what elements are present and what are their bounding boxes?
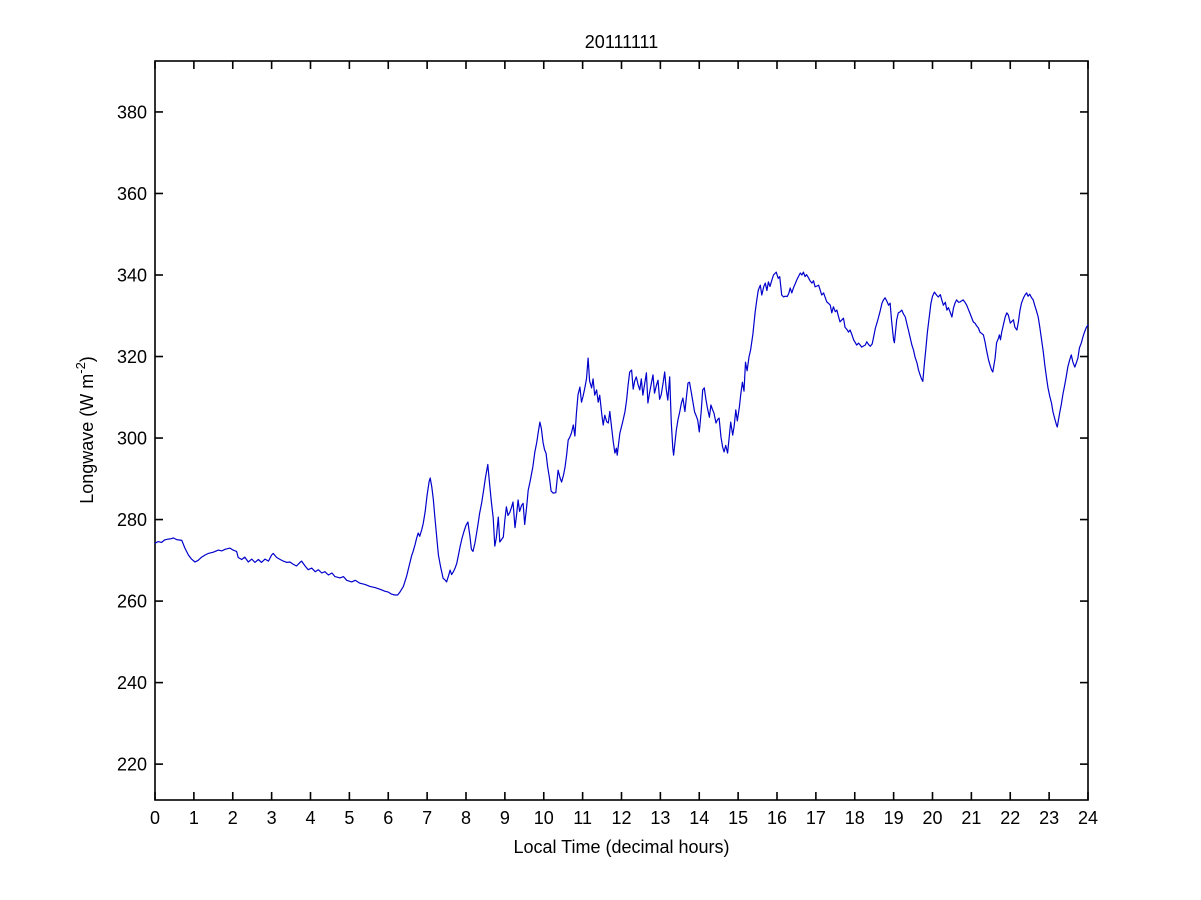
y-tick-label: 360 [117,184,147,204]
x-tick-label: 9 [500,808,510,828]
x-tick-label: 4 [305,808,315,828]
y-axis-ticks [155,111,1088,765]
x-tick-label: 1 [189,808,199,828]
y-tick-label: 240 [117,673,147,693]
y-tick-label: 380 [117,102,147,122]
x-tick-label: 13 [650,808,670,828]
chart-title: 20111111 [585,32,658,52]
x-axis-label: Local Time (decimal hours) [513,837,729,857]
x-tick-label: 16 [767,808,787,828]
x-tick-label: 0 [150,808,160,828]
x-tick-label: 8 [461,808,471,828]
y-tick-label: 280 [117,510,147,530]
x-tick-label: 14 [689,808,709,828]
y-axis-tick-labels: 220 240 260 280 300 320 340 360 380 [117,102,147,774]
x-tick-label: 23 [1039,808,1059,828]
y-tick-label: 320 [117,347,147,367]
y-tick-label: 300 [117,429,147,449]
x-axis-tick-labels: 0 1 2 3 4 5 6 7 8 9 10 11 12 13 14 15 16 17 18 19 20 21 22 23 24 [150,808,1098,828]
x-tick-label: 17 [806,808,826,828]
x-tick-label: 6 [383,808,393,828]
x-axis-ticks [154,61,1089,800]
x-tick-label: 19 [884,808,904,828]
x-tick-label: 15 [728,808,748,828]
x-tick-label: 3 [267,808,277,828]
x-tick-label: 12 [611,808,631,828]
x-tick-label: 24 [1078,808,1098,828]
y-tick-label: 260 [117,592,147,612]
x-tick-label: 11 [573,808,592,828]
plot-box [154,60,1089,801]
y-axis-label: Longwave (W m-2) [73,356,97,504]
x-tick-label: 2 [228,808,238,828]
x-tick-label: 10 [534,808,554,828]
x-tick-label: 7 [422,808,432,828]
x-tick-label: 20 [922,808,942,828]
y-tick-label: 220 [117,755,147,775]
x-tick-label: 22 [1000,808,1020,828]
x-tick-label: 5 [344,808,354,828]
x-tick-label: 18 [845,808,865,828]
y-tick-label: 340 [117,265,147,285]
longwave-series-line [154,271,1089,596]
x-tick-label: 21 [961,808,981,828]
